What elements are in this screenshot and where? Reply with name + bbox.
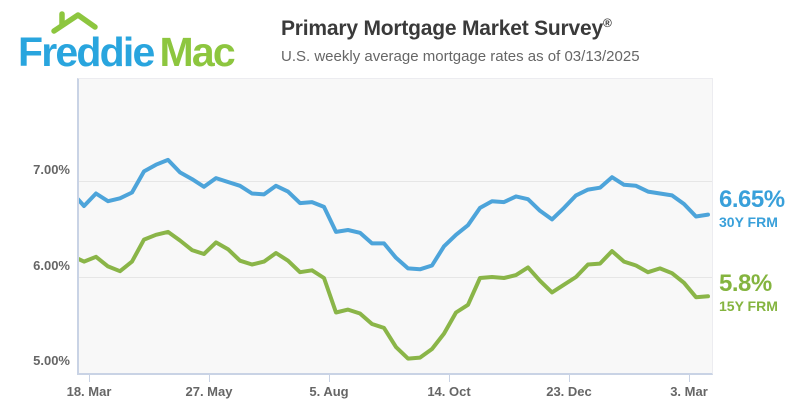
series-name-15y: 15Y FRM (719, 298, 778, 314)
x-axis-label-dec23: 23. Dec (546, 384, 592, 399)
plot-area (77, 78, 713, 375)
series-value-30y: 6.65% (719, 186, 785, 213)
logo-word-freddie: Freddie (18, 29, 155, 75)
registered-mark: ® (602, 16, 612, 30)
x-axis-tick (449, 374, 450, 382)
x-axis-label-oct14: 14. Oct (427, 384, 471, 399)
x-axis-tick (89, 374, 90, 382)
x-axis-tick (689, 374, 690, 382)
x-axis-label-mar18: 18. Mar (66, 384, 112, 399)
series-lines (79, 157, 710, 361)
x-axis-label-mar3: 3. Mar (670, 384, 708, 399)
y-axis-label-6: 6.00% (33, 258, 70, 273)
series-label-30y-frm: 6.65% 30Y FRM (719, 186, 785, 230)
x-axis-tick (209, 374, 210, 382)
series-value-15y: 5.8% (719, 270, 772, 297)
series-name-30y: 30Y FRM (719, 214, 778, 230)
page-title: Primary Mortgage Market Survey® (281, 16, 612, 40)
logo-wordmark: Freddie Mac (18, 29, 236, 76)
logo-word-mac: Mac (159, 29, 236, 75)
title-block: Primary Mortgage Market Survey® U.S. wee… (281, 16, 640, 65)
freddie-mac-logo: Freddie Mac (18, 8, 268, 76)
page-subtitle: U.S. weekly average mortgage rates as of… (281, 48, 640, 65)
gridline-6-percent (79, 277, 712, 278)
roof-icon (51, 11, 98, 34)
y-axis-label-7: 7.00% (33, 162, 70, 177)
y-axis-label-5: 5.00% (33, 353, 70, 368)
series-label-15y-frm: 5.8% 15Y FRM (719, 270, 778, 314)
x-axis-label-may27: 27. May (185, 384, 233, 399)
x-axis-label-aug5: 5. Aug (309, 384, 349, 399)
gridline-7-percent (79, 181, 712, 182)
x-axis-tick (329, 374, 330, 382)
x-axis-tick (569, 374, 570, 382)
